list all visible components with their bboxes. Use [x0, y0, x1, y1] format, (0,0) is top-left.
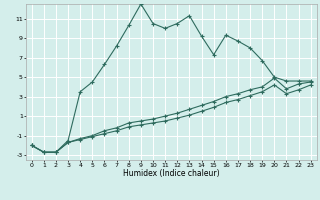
X-axis label: Humidex (Indice chaleur): Humidex (Indice chaleur): [123, 169, 220, 178]
